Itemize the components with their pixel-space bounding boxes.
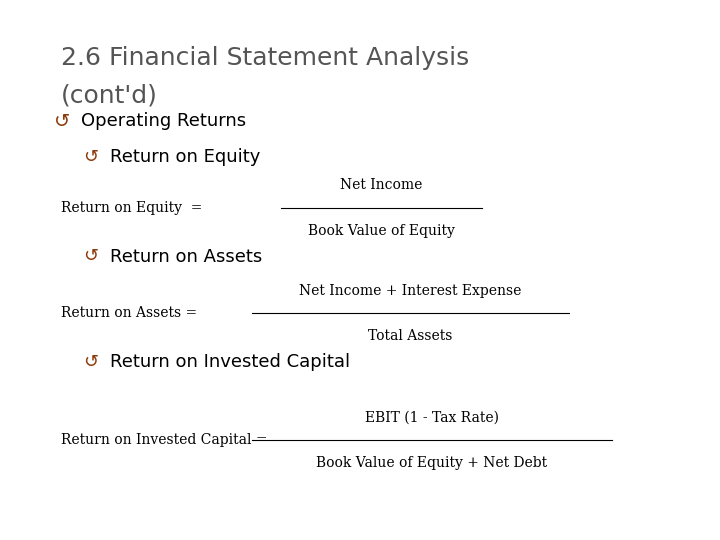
Text: Book Value of Equity + Net Debt: Book Value of Equity + Net Debt — [316, 456, 548, 470]
Text: ↺: ↺ — [83, 247, 98, 266]
Text: (cont'd): (cont'd) — [61, 84, 158, 107]
Text: ↺: ↺ — [83, 147, 98, 166]
Text: Return on Equity: Return on Equity — [110, 147, 261, 166]
Text: Book Value of Equity: Book Value of Equity — [308, 224, 455, 238]
Text: ↺: ↺ — [54, 112, 71, 131]
Text: Return on Assets: Return on Assets — [110, 247, 262, 266]
Text: Return on Equity  =: Return on Equity = — [61, 201, 202, 215]
Text: Total Assets: Total Assets — [368, 329, 453, 343]
Text: Net Income + Interest Expense: Net Income + Interest Expense — [300, 284, 521, 298]
Text: ↺: ↺ — [83, 353, 98, 371]
Text: Net Income: Net Income — [341, 178, 423, 192]
Text: Return on Assets =: Return on Assets = — [61, 306, 197, 320]
Text: EBIT (1 - Tax Rate): EBIT (1 - Tax Rate) — [365, 410, 499, 424]
Text: Return on Invested Capital =: Return on Invested Capital = — [61, 433, 268, 447]
Text: 2.6 Financial Statement Analysis: 2.6 Financial Statement Analysis — [61, 46, 469, 70]
Text: Operating Returns: Operating Returns — [81, 112, 246, 131]
Text: Return on Invested Capital: Return on Invested Capital — [110, 353, 351, 371]
